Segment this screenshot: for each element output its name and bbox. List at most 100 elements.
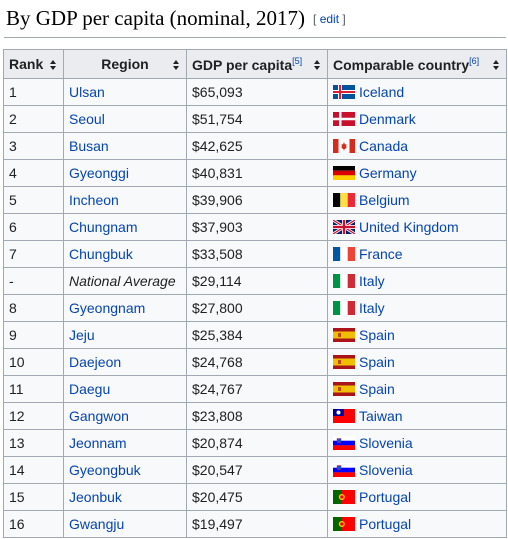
country-link[interactable]: Spain [359, 354, 395, 370]
country-cell: Portugal [327, 483, 507, 511]
region-link[interactable]: Jeju [63, 321, 187, 349]
country-link[interactable]: Iceland [359, 84, 405, 100]
rank-cell: 3 [3, 132, 64, 160]
country-cell: Slovenia [327, 429, 507, 457]
country-cell: Belgium [327, 186, 507, 214]
country-link[interactable]: Spain [359, 381, 395, 397]
region-link[interactable]: Daegu [63, 375, 187, 403]
sort-icon[interactable] [50, 60, 57, 71]
region-link[interactable]: Daejeon [63, 348, 187, 376]
rank-cell: - [3, 267, 64, 295]
region-link[interactable]: Chungbuk [63, 240, 187, 268]
reference-link[interactable]: [6] [469, 55, 480, 66]
rank-cell: 16 [3, 510, 64, 538]
country-link[interactable]: Italy [359, 300, 385, 316]
country-cell: United Kingdom [327, 213, 507, 241]
france-flag-icon[interactable] [333, 247, 355, 261]
germany-flag-icon[interactable] [333, 166, 355, 180]
region-link[interactable]: Incheon [63, 186, 187, 214]
country-link[interactable]: United Kingdom [359, 219, 459, 235]
country-link[interactable]: Portugal [359, 489, 412, 505]
rank-cell: 10 [3, 348, 64, 376]
gdp-cell: $20,547 [186, 456, 328, 484]
country-cell: France [327, 240, 507, 268]
region-link[interactable]: Gyeongnam [63, 294, 187, 322]
table-row: 5 Incheon $39,906 Belgium [3, 186, 507, 214]
rank-cell: 15 [3, 483, 64, 511]
sort-icon[interactable] [173, 60, 180, 71]
country-link[interactable]: Belgium [359, 192, 410, 208]
united-kingdom-flag-icon[interactable] [333, 220, 355, 234]
rank-cell: 14 [3, 456, 64, 484]
country-link[interactable]: Slovenia [359, 435, 413, 451]
rank-cell: 6 [3, 213, 64, 241]
region-link[interactable]: Ulsan [63, 78, 187, 106]
country-link[interactable]: Germany [359, 165, 417, 181]
country-cell: Taiwan [327, 402, 507, 430]
region-link[interactable]: Jeonnam [63, 429, 187, 457]
country-cell: Spain [327, 375, 507, 403]
slovenia-flag-icon[interactable] [333, 436, 355, 450]
country-cell: Iceland [327, 78, 507, 106]
country-link[interactable]: Taiwan [359, 408, 403, 424]
country-link[interactable]: Denmark [359, 111, 416, 127]
region-link[interactable]: Busan [63, 132, 187, 160]
rank-cell: 4 [3, 159, 64, 187]
sort-icon[interactable] [493, 60, 500, 71]
rank-cell: 12 [3, 402, 64, 430]
section-title: By GDP per capita (nominal, 2017) [6, 6, 305, 30]
heading-divider [4, 37, 506, 38]
country-link[interactable]: Slovenia [359, 462, 413, 478]
table-row: 3 Busan $42,625 Canada [3, 132, 507, 160]
country-cell: Canada [327, 132, 507, 160]
gdp-cell: $20,475 [186, 483, 328, 511]
rank-cell: 5 [3, 186, 64, 214]
region-link[interactable]: Jeonbuk [63, 483, 187, 511]
canada-flag-icon[interactable] [333, 139, 355, 153]
rank-cell: 9 [3, 321, 64, 349]
country-link[interactable]: Canada [359, 138, 409, 154]
country-cell: Italy [327, 294, 507, 322]
reference-link[interactable]: [5] [292, 55, 303, 66]
table-row: 8 Gyeongnam $27,800 Italy [3, 294, 507, 322]
denmark-flag-icon[interactable] [333, 112, 355, 126]
spain-flag-icon[interactable] [333, 382, 355, 396]
region-link[interactable]: Seoul [63, 105, 187, 133]
gdp-cell: $37,903 [186, 213, 328, 241]
italy-flag-icon[interactable] [333, 274, 355, 288]
slovenia-flag-icon[interactable] [333, 463, 355, 477]
iceland-flag-icon[interactable] [333, 85, 355, 99]
column-header-gdp[interactable]: GDP per capita[5] [186, 49, 328, 79]
gdp-table: Rank Region GDP per capita[5] Comparable… [3, 49, 507, 538]
gdp-cell: $27,800 [186, 294, 328, 322]
country-link[interactable]: Portugal [359, 516, 412, 532]
gdp-cell: $33,508 [186, 240, 328, 268]
rank-cell: 7 [3, 240, 64, 268]
portugal-flag-icon[interactable] [333, 490, 355, 504]
rank-cell: 1 [3, 78, 64, 106]
column-header-country[interactable]: Comparable country[6] [327, 49, 507, 79]
portugal-flag-icon[interactable] [333, 517, 355, 531]
table-row: 2 Seoul $51,754 Denmark [3, 105, 507, 133]
sort-icon[interactable] [314, 60, 321, 71]
country-link[interactable]: Italy [359, 273, 385, 289]
spain-flag-icon[interactable] [333, 355, 355, 369]
edit-link[interactable]: edit [319, 12, 340, 26]
table-row: - National Average $29,114 Italy [3, 267, 507, 295]
region-link[interactable]: Chungnam [63, 213, 187, 241]
region-link[interactable]: Gyeongbuk [63, 456, 187, 484]
region-link[interactable]: Gyeonggi [63, 159, 187, 187]
gdp-cell: $24,768 [186, 348, 328, 376]
spain-flag-icon[interactable] [333, 328, 355, 342]
region-link[interactable]: Gwangju [63, 510, 187, 538]
table-row: 16 Gwangju $19,497 Portugal [3, 510, 507, 538]
italy-flag-icon[interactable] [333, 301, 355, 315]
country-cell: Spain [327, 321, 507, 349]
country-link[interactable]: France [359, 246, 403, 262]
belgium-flag-icon[interactable] [333, 193, 355, 207]
region-link[interactable]: Gangwon [63, 402, 187, 430]
taiwan-flag-icon[interactable] [333, 409, 355, 423]
column-header-region[interactable]: Region [63, 49, 187, 79]
country-link[interactable]: Spain [359, 327, 395, 343]
column-header-rank[interactable]: Rank [3, 49, 64, 79]
